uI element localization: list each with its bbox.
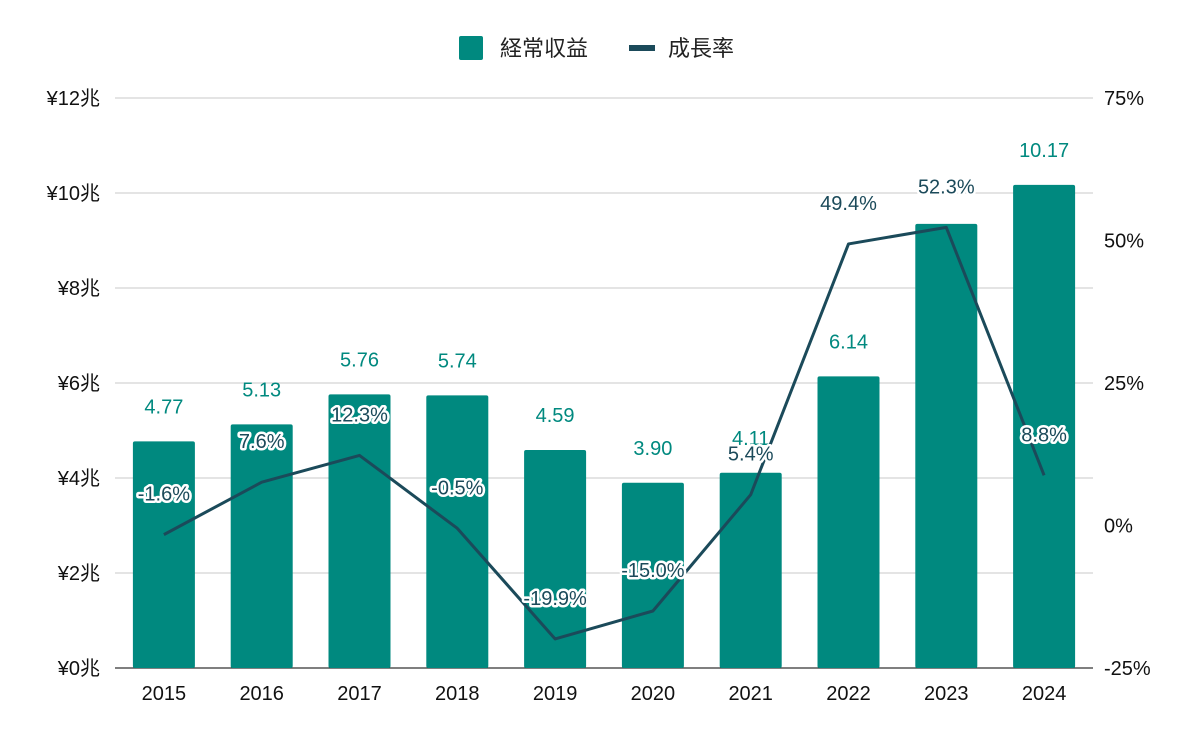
- revenue-bar-label: 5.13: [242, 379, 281, 401]
- revenue-bar: [426, 395, 489, 668]
- x-tick-label: 2024: [1022, 683, 1067, 705]
- growth-point-label: 5.4%: [728, 444, 774, 466]
- growth-point-label: 7.6%: [239, 431, 285, 453]
- revenue-bar: [817, 376, 880, 668]
- right-tick-label: 75%: [1104, 88, 1144, 110]
- growth-line: [163, 225, 1046, 641]
- revenue-bar: [132, 441, 195, 668]
- growth-line-path: [163, 225, 1046, 641]
- right-tick-label: 50%: [1104, 231, 1144, 253]
- x-tick-label: 2018: [435, 683, 480, 705]
- left-tick-label: ¥6兆: [57, 372, 100, 395]
- right-tick-label: 25%: [1104, 373, 1144, 395]
- x-tick-label: 2017: [337, 683, 382, 705]
- revenue-bar: [621, 482, 684, 668]
- revenue-bar: [719, 472, 782, 668]
- left-tick-label: ¥10兆: [46, 182, 100, 205]
- revenue-bar: [1013, 184, 1076, 669]
- revenue-bar-label: 6.14: [829, 331, 868, 353]
- left-tick-label: ¥8兆: [57, 277, 100, 300]
- revenue-bar-label: 4.59: [536, 405, 575, 427]
- right-tick-label: 0%: [1104, 516, 1133, 538]
- revenue-bar-label: 4.77: [144, 396, 183, 418]
- revenue-bar-label: 3.90: [633, 438, 672, 460]
- right-axis-ticks: -25% 0% 25% 50% 75%: [1104, 88, 1151, 680]
- legend: 経常収益 成長率: [459, 36, 734, 61]
- growth-point-label: 49.4%: [820, 193, 877, 215]
- growth-point-label: 52.3%: [918, 176, 975, 198]
- revenue-bar-label: 10.17: [1019, 140, 1069, 162]
- legend-label-growth: 成長率: [668, 36, 734, 61]
- revenue-bar: [230, 424, 293, 668]
- x-tick-label: 2015: [142, 683, 187, 705]
- left-tick-label: ¥4兆: [57, 467, 100, 490]
- x-tick-label: 2022: [826, 683, 871, 705]
- revenue-bar-label: 5.76: [340, 349, 379, 371]
- growth-labels: -1.6% 7.6% 12.3% -0.5% -19.9% -15.0% 5.4% 49.4%…: [135, 174, 1069, 613]
- x-tick-label: 2021: [728, 683, 773, 705]
- left-axis-ticks: ¥0兆 ¥2兆 ¥4兆 ¥6兆 ¥8兆 ¥10兆 ¥12兆: [46, 87, 100, 680]
- right-tick-label: -25%: [1104, 658, 1151, 680]
- growth-point-label: -1.6%: [138, 484, 190, 506]
- growth-point-label: -19.9%: [523, 588, 587, 610]
- left-tick-label: ¥0兆: [57, 657, 100, 680]
- legend-swatch-growth: [629, 45, 655, 51]
- revenue-bar: [915, 223, 978, 668]
- x-tick-label: 2020: [631, 683, 676, 705]
- revenue-bar: [328, 394, 391, 668]
- legend-label-revenue: 経常収益: [500, 36, 588, 61]
- x-tick-label: 2023: [924, 683, 969, 705]
- revenue-bar-label: 5.74: [438, 350, 477, 372]
- x-tick-label: 2016: [239, 683, 284, 705]
- left-tick-label: ¥12兆: [46, 87, 100, 110]
- growth-point-label: 12.3%: [331, 404, 388, 426]
- revenue-bar: [524, 449, 587, 668]
- x-axis-ticks: 2015 2016 2017 2018 2019 2020 2021 2022 2023 2024: [142, 683, 1067, 705]
- revenue-bar-labels: 4.77 5.13 5.76 5.74 4.59 3.90 4.11 6.14 10.17: [144, 140, 1069, 460]
- growth-point-label: 8.8%: [1021, 424, 1067, 446]
- legend-swatch-revenue: [459, 36, 483, 60]
- x-tick-label: 2019: [533, 683, 578, 705]
- revenue-bar-label: 4.11: [732, 428, 769, 450]
- growth-point-label: -0.5%: [431, 477, 483, 499]
- revenue-bars: [132, 184, 1076, 669]
- growth-point-label: -15.0%: [621, 560, 685, 582]
- left-tick-label: ¥2兆: [57, 562, 100, 585]
